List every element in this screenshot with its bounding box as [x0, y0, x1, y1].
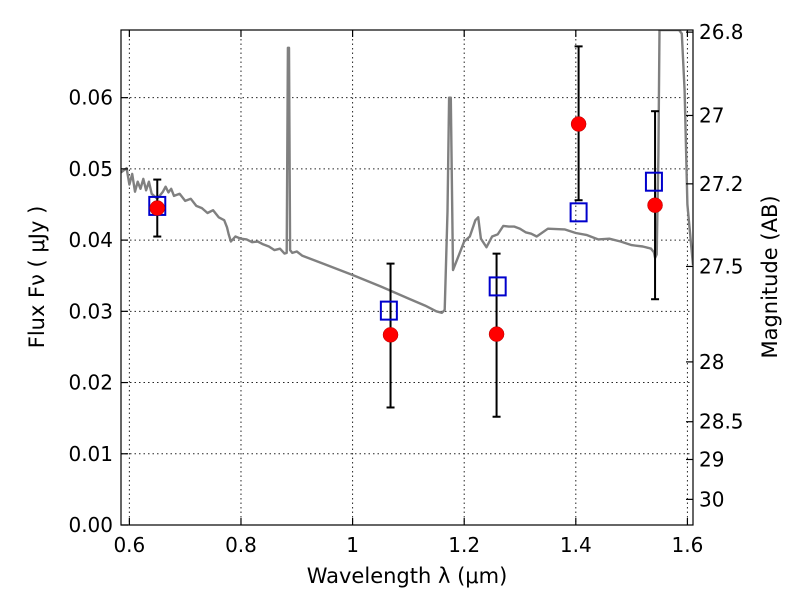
model-photometry-square — [379, 300, 398, 321]
model-photometry-square — [644, 171, 663, 192]
x-axis-ticks: 0.6 0.8 1 1.2 1.4 1.6 — [113, 30, 703, 557]
y-tick-label: 0.00 — [68, 513, 113, 537]
observed-point — [382, 327, 399, 343]
observed-point — [647, 197, 663, 213]
x-tick-label: 1.4 — [560, 533, 592, 557]
right-tick-label: 27 — [699, 103, 724, 127]
x-axis-label: Wavelength λ (μm) — [307, 564, 508, 588]
right-tick-label: 28.5 — [699, 410, 744, 434]
observed-point — [570, 116, 587, 132]
model-spectrum-line — [121, 30, 693, 314]
observed-point — [488, 326, 505, 342]
right-tick-label: 27.2 — [699, 172, 744, 196]
y-tick-label: 0.03 — [68, 299, 113, 323]
observed-points — [149, 116, 663, 343]
x-tick-label: 0.6 — [113, 533, 145, 557]
plot-frame — [120, 29, 694, 526]
x-tick-label: 1 — [346, 533, 359, 557]
grid-lines — [121, 30, 693, 526]
y-tick-label: 0.06 — [68, 86, 113, 110]
y-tick-label: 0.02 — [68, 371, 113, 395]
y-tick-label: 0.01 — [68, 442, 113, 466]
x-tick-label: 1.6 — [672, 533, 704, 557]
right-axis-label: Magnitude (AB) — [758, 195, 782, 358]
right-tick-label: 30 — [699, 487, 724, 511]
right-axis-ticks: 26.8 27 27.2 27.5 28 28.5 29 30 — [686, 20, 744, 511]
model-spectrum — [121, 30, 693, 314]
model-photometry-points — [148, 171, 663, 321]
right-tick-label: 29 — [699, 447, 724, 471]
x-tick-label: 1.2 — [448, 533, 480, 557]
right-tick-label: 28 — [699, 350, 724, 374]
y-tick-label: 0.05 — [68, 157, 113, 181]
model-photometry-square — [569, 202, 588, 223]
observed-point — [149, 200, 166, 216]
right-tick-label: 27.5 — [699, 254, 744, 278]
y-axis-ticks: 0.00 0.01 0.02 0.03 0.04 0.05 0.06 — [68, 86, 128, 537]
y-tick-label: 0.04 — [68, 228, 113, 252]
model-photometry-square — [488, 276, 507, 297]
right-tick-label: 26.8 — [699, 20, 744, 44]
y-axis-label: Flux Fν ( μJy ) — [25, 206, 49, 349]
x-tick-label: 0.8 — [225, 533, 257, 557]
